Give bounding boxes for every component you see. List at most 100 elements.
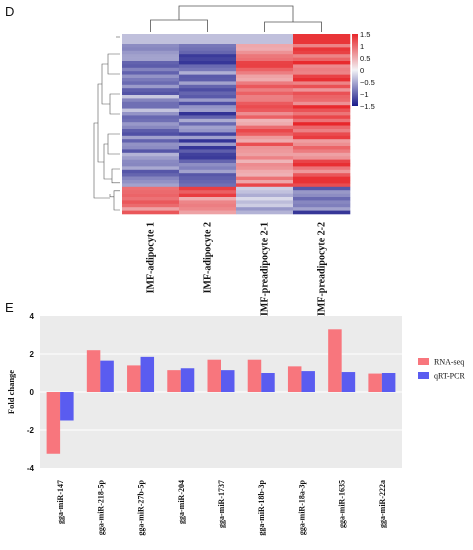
heatmap-cell (236, 67, 294, 72)
heatmap-cell (122, 146, 180, 150)
heatmap-cell (122, 135, 180, 140)
heatmap-cell (293, 125, 351, 130)
heatmap-cell (122, 156, 180, 160)
heatmap-cell (293, 78, 351, 82)
heatmap-cell (122, 149, 180, 154)
heatmap-cell (293, 112, 351, 116)
dendrogram-branch (111, 168, 120, 184)
heatmap-cell (236, 183, 294, 188)
heatmap-cell (293, 203, 351, 208)
bar-qrt-pcr (60, 392, 74, 421)
heatmap-cell (122, 74, 180, 79)
heatmap-cell (293, 200, 351, 205)
heatmap-cell (236, 81, 294, 86)
column-label: IMF-adipocyte 2 (203, 222, 214, 293)
heatmap-cell (236, 47, 294, 52)
heatmap-cell (179, 186, 237, 191)
dendrogram-branch (93, 122, 110, 199)
heatmap-cell (122, 210, 180, 215)
heatmap-cell (293, 156, 351, 160)
colorbar: 1.5 1 0.5 0 −0.5 −1 −1.5 (352, 30, 375, 111)
heatmap-cell (236, 112, 294, 116)
heatmap-cell (236, 44, 294, 48)
heatmap-cell (236, 149, 294, 154)
heatmap-cell (236, 169, 294, 174)
heatmap-cell (122, 152, 180, 157)
heatmap-cell (236, 173, 294, 177)
heatmap-cell (236, 74, 294, 79)
heatmap-cell (122, 64, 180, 69)
heatmap-cell (179, 108, 237, 113)
heatmap-cell (122, 71, 180, 75)
heatmap-cell (122, 183, 180, 188)
heatmap-cell (122, 176, 180, 181)
heatmap-cell (179, 118, 237, 123)
heatmap-cell (122, 81, 180, 86)
colorbar-tick-label: −0.5 (360, 78, 375, 87)
heatmap-cell (293, 54, 351, 58)
heatmap-cell (179, 169, 237, 174)
heatmap-cell (179, 210, 237, 215)
x-tick-label: gga-miR-222a (378, 480, 387, 528)
heatmap-cell (293, 34, 351, 44)
heatmap-cell (179, 200, 237, 205)
heatmap-cell (293, 163, 351, 167)
y-axis: -4 -2 0 2 4 (27, 312, 35, 473)
heatmap-cell (179, 47, 237, 52)
heatmap-cell (293, 207, 351, 211)
column-dendrogram (150, 5, 322, 32)
heatmap-cell (122, 139, 180, 143)
heatmap-cell (236, 152, 294, 157)
heatmap-cell (236, 115, 294, 120)
heatmap-cell (122, 91, 180, 96)
heatmap-cell (179, 101, 237, 106)
heatmap-cell (122, 122, 180, 126)
heatmap-cell (293, 105, 351, 109)
heatmap-cell (293, 183, 351, 188)
heatmap-cell (236, 91, 294, 96)
heatmap-cell (293, 142, 351, 147)
y-axis-label: Fold change (6, 370, 16, 414)
heatmap-cell (293, 135, 351, 140)
heatmap-cell (293, 146, 351, 150)
heatmap-cell (236, 190, 294, 194)
heatmap-cell (236, 95, 294, 99)
heatmap-cell (293, 118, 351, 123)
heatmap-cell (179, 81, 237, 86)
heatmap-cell (236, 57, 294, 62)
bar-rna-seq (287, 366, 302, 392)
heatmap-cell (179, 50, 237, 55)
heatmap-cell (179, 152, 237, 157)
column-label: IMF-adipocyte 1 (146, 222, 157, 293)
heatmap-cell (236, 210, 294, 215)
heatmap-column-labels: IMF-adipocyte 1 IMF-adipocyte 2 IMF-preadi… (146, 222, 328, 316)
heatmap-cell (236, 101, 294, 106)
colorbar-tick-label: 0 (360, 66, 364, 75)
heatmap-cell (236, 180, 294, 184)
legend-swatch (418, 372, 429, 379)
heatmap-cell (179, 67, 237, 72)
x-tick-label: gga-miR-18a-3p (297, 479, 306, 535)
heatmap-cell (293, 64, 351, 69)
heatmap-cell (122, 180, 180, 184)
heatmap-cell (293, 149, 351, 154)
heatmap-cell (179, 88, 237, 92)
heatmap-cell (122, 61, 180, 65)
dendrogram-branch (97, 83, 104, 163)
panel-d-label: D (5, 4, 14, 19)
heatmap-cell (122, 159, 180, 164)
heatmap-cell (293, 47, 351, 52)
heatmap-cell (293, 122, 351, 126)
heatmap-cell (179, 142, 237, 147)
heatmap-cell (236, 203, 294, 208)
legend-swatch (418, 358, 429, 365)
bar-qrt-pcr (180, 368, 195, 392)
heatmap-cell (236, 34, 294, 44)
row-dendrogram (93, 36, 120, 211)
y-tick-label: 4 (30, 312, 35, 321)
heatmap-cell (122, 186, 180, 191)
heatmap-cell (236, 186, 294, 191)
heatmap-cell (179, 207, 237, 211)
heatmap-cell (122, 105, 180, 109)
heatmap-cell (293, 88, 351, 92)
